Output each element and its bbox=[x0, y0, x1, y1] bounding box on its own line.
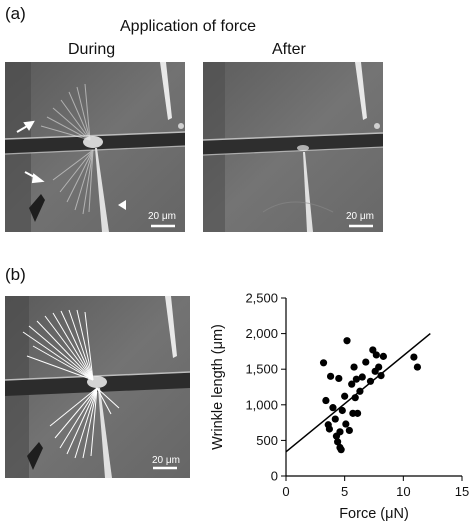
y-tick-label: 500 bbox=[256, 433, 278, 448]
y-axis-title: Wrinkle length (μm) bbox=[210, 324, 226, 450]
scalebar-label-after: 20 μm bbox=[346, 211, 374, 222]
data-point bbox=[329, 404, 337, 412]
data-point bbox=[331, 415, 339, 423]
data-point bbox=[377, 372, 385, 380]
scalebar-label-b: 20 μm bbox=[152, 455, 180, 466]
panel-b-label: (b) bbox=[5, 265, 26, 284]
data-point bbox=[326, 372, 335, 380]
data-point bbox=[319, 359, 328, 367]
after-label: After bbox=[272, 41, 306, 58]
scatter-chart: 0 500 1,000 1,500 2,000 2,500 0 5 10 15 Force (μN)… bbox=[210, 291, 469, 523]
data-point bbox=[369, 346, 377, 354]
micrograph-after bbox=[203, 62, 383, 232]
data-point bbox=[410, 353, 418, 361]
data-point bbox=[345, 426, 353, 435]
data-point bbox=[350, 363, 358, 371]
data-point bbox=[366, 377, 375, 385]
section-title: Application of force bbox=[120, 18, 257, 35]
data-point bbox=[342, 420, 350, 428]
data-point bbox=[375, 363, 383, 371]
x-tick-label: 10 bbox=[396, 484, 410, 499]
x-axis-title: Force (μN) bbox=[339, 506, 409, 522]
y-tick-label: 2,500 bbox=[245, 291, 278, 306]
data-point bbox=[337, 446, 345, 454]
data-point bbox=[413, 363, 422, 371]
data-point bbox=[341, 392, 349, 400]
data-point bbox=[356, 387, 364, 395]
data-point bbox=[336, 428, 344, 436]
x-tick-label: 5 bbox=[341, 484, 348, 499]
data-point bbox=[358, 373, 366, 381]
panel-a-label: (a) bbox=[5, 4, 26, 23]
data-point bbox=[343, 337, 351, 345]
data-point bbox=[372, 351, 380, 359]
micrograph-during bbox=[5, 62, 185, 232]
data-point bbox=[322, 396, 330, 405]
data-point bbox=[362, 358, 370, 366]
data-point bbox=[335, 374, 343, 383]
x-tick-label: 15 bbox=[455, 484, 469, 499]
y-tick-label: 2,000 bbox=[245, 326, 278, 341]
y-tick-label: 0 bbox=[271, 469, 278, 484]
data-point bbox=[338, 406, 346, 415]
y-tick-label: 1,500 bbox=[245, 362, 278, 377]
data-point bbox=[352, 375, 360, 383]
data-point bbox=[353, 409, 362, 417]
micrograph-traced bbox=[5, 296, 190, 478]
during-label: During bbox=[68, 41, 116, 58]
y-tick-label: 1,000 bbox=[245, 397, 278, 412]
data-point bbox=[351, 394, 359, 402]
data-point bbox=[325, 425, 334, 433]
data-point bbox=[334, 438, 342, 446]
data-point bbox=[379, 352, 387, 360]
x-tick-label: 0 bbox=[282, 484, 289, 499]
scalebar-label-during: 20 μm bbox=[148, 211, 176, 222]
data-point bbox=[348, 380, 356, 388]
